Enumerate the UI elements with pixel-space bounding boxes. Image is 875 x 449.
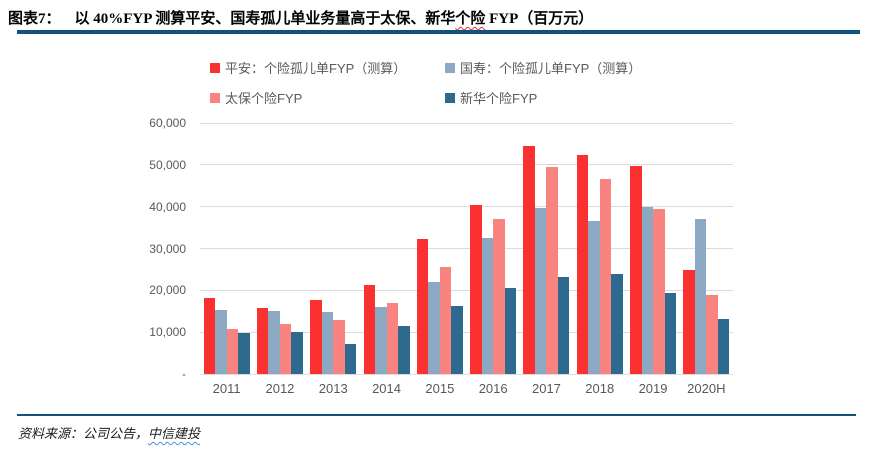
plot-area: - 10,000 20,000 30,000 40,000 50,000 60,000 201… (149, 117, 733, 396)
legend-item-1: 国寿：个险孤儿单FYP（测算） (445, 58, 641, 77)
bar-2016-太保个险FYP (493, 218, 505, 374)
bar-2020H-国寿：个险孤儿单FYP（测算） (694, 218, 707, 374)
bar-2013-新华个险FYP (344, 343, 357, 374)
bar-2019-平安：个险孤儿单FYP（测算） (630, 165, 642, 374)
bar-2011-太保个险FYP (226, 328, 239, 374)
bar-2019-太保个险FYP (653, 208, 665, 374)
x-axis-tick-label-2016: 2016 (478, 381, 508, 396)
bar-2013-太保个险FYP (333, 320, 345, 374)
bar-group-2019 (626, 123, 679, 374)
x-axis-tick-label-2017: 2017 (531, 381, 561, 396)
bar-2018-国寿：个险孤儿单FYP（测算） (588, 220, 600, 374)
bar-group-2011 (200, 123, 253, 374)
source-note-brand: 中信建投 (148, 426, 201, 441)
bar-group-2018 (573, 123, 626, 374)
x-axis-tick-label-2020H: 2020H (687, 381, 726, 396)
y-axis-tick-label: - (182, 367, 186, 381)
chart-legend: 平安：个险孤儿单FYP（测算） 国寿：个险孤儿单FYP（测算） 太保个险FYP 新华个… (210, 58, 641, 107)
x-axis-tick-label-2014: 2014 (372, 381, 401, 396)
bar-2015-新华个险FYP (451, 306, 463, 374)
x-axis-tick-label-2011: 2011 (212, 381, 241, 396)
legend-item-0: 平安：个险孤儿单FYP（测算） (210, 58, 445, 77)
bar-2011-平安：个险孤儿单FYP（测算） (203, 297, 216, 374)
bar-2013-平安：个险孤儿单FYP（测算） (310, 300, 322, 374)
legend-swatch-icon (445, 62, 455, 73)
legend-label: 国寿：个险孤儿单FYP（测算） (460, 61, 642, 76)
y-axis-tick-label: 10,000 (149, 325, 186, 340)
legend-swatch-icon (210, 92, 220, 103)
bar-2017-平安：个险孤儿单FYP（测算） (523, 146, 535, 374)
x-axis-tick-label-2018: 2018 (585, 381, 615, 396)
y-axis-tick-label: 30,000 (149, 241, 186, 256)
y-axis-tick-label: 20,000 (149, 283, 186, 298)
bar-2011-国寿：个险孤儿单FYP（测算） (215, 309, 227, 374)
y-axis-tick-label: 50,000 (149, 157, 186, 172)
bar-2013-国寿：个险孤儿单FYP（测算） (321, 312, 334, 374)
bar-2018-新华个险FYP (611, 274, 623, 374)
bar-2012-平安：个险孤儿单FYP（测算） (256, 308, 269, 374)
legend-swatch-icon (210, 62, 220, 73)
bar-group-2014 (360, 123, 413, 374)
footer-divider-rule (17, 414, 856, 416)
legend-item-3: 新华个险FYP (445, 88, 641, 107)
x-axis-tick-label-2012: 2012 (265, 381, 295, 396)
bar-2019-国寿：个险孤儿单FYP（测算） (641, 207, 654, 374)
bar-2016-平安：个险孤儿单FYP（测算） (470, 205, 482, 374)
figure-title-text-1: 以 40%FYP 测算平安、国寿孤儿单业务量高于太保、新华 (74, 11, 456, 27)
legend-label: 新华个险FYP (460, 91, 538, 106)
bar-group-2020H (680, 123, 733, 374)
legend-item-2: 太保个险FYP (210, 88, 445, 107)
bar-2012-国寿：个险孤儿单FYP（测算） (268, 310, 280, 374)
bar-2016-新华个险FYP (504, 288, 517, 374)
bar-2017-太保个险FYP (546, 167, 558, 374)
legend-swatch-icon (445, 92, 455, 103)
bar-2014-太保个险FYP (386, 302, 399, 374)
gridline-20000 (200, 289, 733, 291)
bar-2019-新华个险FYP (664, 293, 677, 374)
bar-group-2012 (253, 123, 306, 374)
figure-title-spellcheck-word: 个险 (455, 11, 486, 27)
gridline-50000 (200, 164, 733, 166)
source-note: 资料来源：公司公告，中信建投 (18, 423, 200, 442)
bar-group-2016 (467, 123, 520, 374)
bar-2020H-新华个险FYP (717, 318, 730, 374)
bar-2017-新华个险FYP (557, 276, 570, 374)
bar-2018-平安：个险孤儿单FYP（测算） (576, 155, 589, 374)
bar-2020H-平安：个险孤儿单FYP（测算） (683, 270, 695, 374)
figure-title: 图表7： 以 40%FYP 测算平安、国寿孤儿单业务量高于太保、新华个险 FYP（… (8, 7, 868, 28)
x-axis-tick-label-2015: 2015 (425, 381, 455, 396)
figure-title-text-2: FYP（百万元） (485, 11, 594, 27)
bar-2012-太保个险FYP (279, 324, 292, 374)
gridline-30000 (200, 248, 733, 249)
bar-2015-平安：个险孤儿单FYP（测算） (416, 239, 429, 374)
figure-number-label: 图表7： (8, 11, 61, 27)
gridline-10000 (200, 331, 733, 333)
bar-2014-平安：个险孤儿单FYP（测算） (363, 284, 376, 374)
bar-2020H-太保个险FYP (706, 295, 718, 374)
bar-2011-新华个险FYP (238, 333, 250, 374)
legend-label: 太保个险FYP (225, 91, 303, 106)
source-note-prefix: 资料来源：公司公告， (18, 426, 149, 441)
gridline-0 (200, 373, 733, 375)
gridline-60000 (200, 122, 733, 124)
bar-2015-国寿：个险孤儿单FYP（测算） (428, 281, 440, 374)
bar-2012-新华个险FYP (291, 331, 303, 374)
bar-2016-国寿：个险孤儿单FYP（测算） (481, 238, 494, 374)
bar-2015-太保个险FYP (439, 266, 452, 374)
title-divider-rule (17, 30, 860, 34)
bar-group-2015 (413, 123, 466, 374)
bar-2014-国寿：个险孤儿单FYP（测算） (375, 306, 387, 374)
legend-label: 平安：个险孤儿单FYP（测算） (225, 61, 407, 76)
bar-2017-国寿：个险孤儿单FYP（测算） (534, 207, 547, 374)
bar-2018-太保个险FYP (599, 179, 612, 374)
y-axis-tick-label: 40,000 (149, 199, 186, 214)
gridline-40000 (200, 206, 733, 208)
bar-group-2013 (307, 123, 360, 374)
x-axis-tick-label-2019: 2019 (638, 381, 668, 396)
bar-group-2017 (520, 123, 573, 374)
bar-2014-新华个险FYP (398, 325, 410, 374)
y-axis-tick-label: 60,000 (149, 116, 186, 130)
x-axis-tick-label-2013: 2013 (318, 381, 348, 396)
